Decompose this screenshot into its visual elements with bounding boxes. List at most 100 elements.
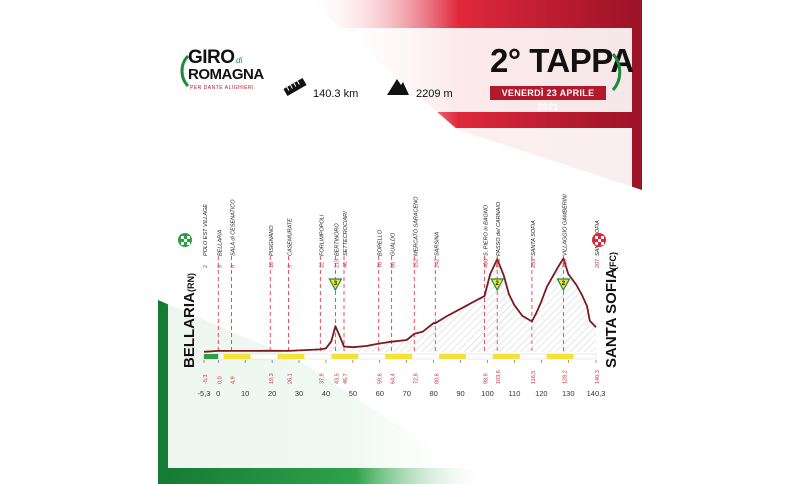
ruler-icon: [283, 78, 307, 96]
waypoint-name: PASSO del CARNAIO: [496, 201, 502, 256]
km-strip: [203, 353, 597, 360]
km-strip-start: [204, 354, 219, 359]
waypoint-altitude: 780: [562, 259, 568, 268]
x-tick-label: 10: [241, 389, 249, 398]
waypoint-name: SARSINA: [434, 232, 440, 256]
laurel-left-icon: [180, 54, 190, 88]
x-tick-label: -5,3: [198, 389, 211, 398]
gpm-category: 2: [562, 281, 566, 287]
waypoint-name: GUALDO: [391, 232, 397, 256]
waypoint-km: 80,6: [434, 373, 440, 384]
km-strip-segment: [492, 354, 520, 359]
logo-subtitle: PER DANTE ALIGHIERI: [190, 85, 254, 91]
waypoint-altitude: 9: [230, 265, 236, 268]
stage-poster: GIRO di ROMAGNA PER DANTE ALIGHIERI 140.…: [158, 0, 642, 484]
waypoint-km: 116,5: [531, 371, 537, 384]
x-tick-label: 100: [481, 389, 494, 398]
gpm-marker-icon: 2: [556, 278, 571, 292]
x-tick-label: 30: [295, 389, 303, 398]
stage-date: VENERDÌ 23 APRILE 2021: [490, 86, 606, 112]
finish-province-label: (FC): [608, 252, 618, 270]
waypoint-name: CASEMURATE: [288, 218, 294, 256]
profile-fill: [204, 258, 596, 352]
waypoint-km: 59,6: [378, 373, 384, 384]
gpm-marker-icon: 2: [490, 278, 505, 292]
waypoint-name: VILLAGGIO GAMBERINI: [562, 194, 568, 256]
waypoint-altitude: 2: [203, 265, 209, 268]
laurel-right-icon: [611, 52, 622, 92]
waypoint-name: BERTINORO: [334, 223, 340, 256]
distance-value: 140.3 km: [313, 88, 359, 100]
x-tick-label: 130: [562, 389, 575, 398]
x-tick-label: 40: [322, 389, 330, 398]
x-tick-label: 120: [535, 389, 548, 398]
waypoint-km: 72,8: [413, 373, 419, 384]
waypoint-name: FORLIMPOPOLI: [319, 214, 325, 256]
waypoint-altitude: 46: [343, 262, 349, 268]
finish-flag-icon: [592, 233, 606, 247]
waypoint-altitude: 9: [217, 265, 223, 268]
stage-title: 2° TAPPA: [490, 42, 634, 79]
waypoint-km: -5,3: [203, 375, 209, 384]
x-tick-label: 80: [429, 389, 437, 398]
waypoint-km: 0,0: [217, 376, 223, 384]
profile-line: [203, 257, 597, 353]
km-strip-segment: [439, 354, 466, 359]
start-flag-icon: [178, 233, 192, 247]
gpm-category: 3: [334, 281, 338, 287]
elevation-value: 2209 m: [416, 88, 453, 100]
waypoint-altitude: 466: [484, 259, 490, 268]
waypoint-km: 19,3: [269, 373, 275, 384]
waypoint-name: BELLARIA: [217, 229, 223, 256]
waypoint-km: 46,7: [343, 373, 349, 384]
waypoint-altitude: 152: [413, 259, 419, 268]
waypoint-km: 128,2: [562, 370, 568, 384]
giro-logo: GIRO di ROMAGNA PER DANTE ALIGHIERI: [178, 44, 264, 100]
waypoint-name: SETTECROCIARI: [343, 211, 349, 256]
waypoint-name: BORELLO: [378, 229, 384, 256]
waypoint-name: POLO EST VILLAGE: [203, 204, 209, 256]
waypoint-labels: 2 POLO EST VILLAGE -5,3 9 BELLARIA 0,0 9 SALA d…: [203, 194, 601, 384]
waypoint-km: 4,9: [230, 376, 236, 384]
km-strip-segment: [223, 354, 251, 359]
profile-area: [203, 257, 597, 353]
waypoint-altitude: 773: [496, 259, 502, 268]
waypoint-altitude: 255: [531, 259, 537, 268]
waypoint-altitude: 242: [434, 259, 440, 268]
km-strip-segment: [277, 354, 305, 359]
finish-town-label: SANTA SOFIA: [603, 268, 620, 368]
waypoint-altitude: 70: [378, 262, 384, 268]
waypoint-km: 64,4: [391, 373, 397, 384]
gpm-category: 2: [496, 281, 500, 287]
km-strip-segment: [385, 354, 413, 359]
waypoint-altitude: 215: [334, 259, 340, 268]
start-town-label: BELLARIA: [181, 292, 198, 368]
mountain-icon: [387, 79, 409, 95]
waypoint-name: SALA di CESENATICO: [230, 199, 236, 256]
x-axis: -5,3 0 10 20 30 40 50 60 70 80 90 100 110 120 130 140,3: [198, 360, 606, 398]
waypoint-name: PISIGNANO: [269, 225, 275, 256]
x-tick-label: 20: [268, 389, 276, 398]
x-tick-label: 70: [403, 389, 411, 398]
waypoint-altitude: 22: [319, 262, 325, 268]
waypoint-km: 26,1: [288, 373, 294, 384]
x-tick-label: 60: [376, 389, 384, 398]
waypoint-altitude: 207: [595, 259, 601, 268]
waypoint-km: 43,5: [334, 373, 340, 384]
waypoint-name: S. PIERO in BAGNO: [484, 204, 490, 256]
gpm-marker-icon: 3: [328, 278, 343, 292]
waypoint-km: 98,9: [484, 373, 490, 384]
x-tick-label: 50: [349, 389, 357, 398]
logo-line2: ROMAGNA: [188, 66, 264, 83]
waypoint-km: 103,6: [496, 370, 502, 384]
waypoint-altitude: 9: [288, 265, 294, 268]
km-strip-segment: [546, 354, 574, 359]
altimetry-profile: 2 POLO EST VILLAGE -5,3 9 BELLARIA 0,0 9 SALA d…: [178, 194, 620, 398]
x-tick-label: 140,3: [587, 389, 606, 398]
waypoint-name: MERCATO SARACENO: [413, 196, 419, 256]
x-tick-label: 0: [216, 389, 220, 398]
logo-line1: GIRO: [188, 47, 235, 68]
x-tick-label: 110: [508, 389, 520, 398]
x-tick-label: 90: [456, 389, 464, 398]
waypoint-km: 37,9: [319, 373, 325, 384]
